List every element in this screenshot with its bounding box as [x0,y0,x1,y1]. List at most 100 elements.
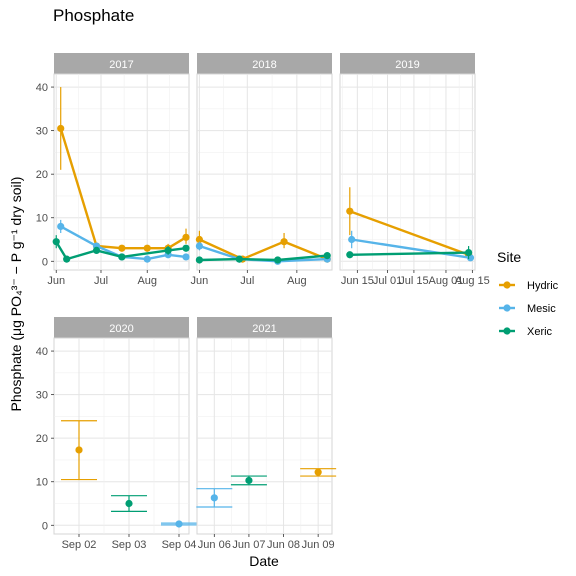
data-point [164,246,172,254]
data-point [118,253,126,261]
data-point [92,246,101,254]
data-point [175,520,183,528]
y-axis-label: Phosphate (μg PO₄³⁻ − P g⁻¹ dry soil) [8,177,24,412]
data-point [57,124,65,133]
x-tick-label: Jun [191,275,209,287]
legend-label: Xeric [527,326,553,338]
data-point [63,255,71,263]
data-point [245,476,253,485]
panel-2020: 2020 Sep 02 Sep 03 Sep 04 0 10 20 30 40 [36,317,197,551]
legend-item-xeric: Xeric [499,326,553,338]
panel-background [196,73,333,271]
x-tick-label: Sep 03 [112,539,147,551]
data-point [143,244,151,252]
data-point [235,255,243,263]
legend: Site Hydric Mesic Xeric [497,249,559,338]
y-tick-label: 20 [36,169,48,181]
series-line [349,251,469,256]
series-hydric [61,420,97,481]
y-tick-label: 10 [36,477,48,489]
x-tick-label: Sep 02 [62,539,97,551]
series-xeric [346,246,473,260]
data-point [125,499,133,508]
y-tick-label: 40 [36,82,48,94]
series-line [199,254,328,262]
panel-strip [340,53,475,74]
data-point [195,242,203,250]
x-tick-label: Aug [287,275,307,287]
x-tick-label: Jun 07 [232,539,265,551]
data-point [348,235,356,244]
x-tick-label: Jun 08 [267,539,300,551]
series-line [349,210,470,256]
x-tick-label: Jul [94,275,108,287]
x-tick-label: Sep 04 [162,539,197,551]
panel-strip [197,53,332,74]
data-point [280,238,288,246]
chart-title: Phosphate [53,6,134,25]
panel-strip-label: 2017 [109,59,133,71]
panel-2021: 2021 Jun 06 Jun 07 Jun 08 Jun 09 [196,317,337,551]
series-hydric [300,468,337,477]
series-line [351,238,471,259]
data-point [464,248,473,257]
x-tick-label: Jun 06 [198,539,231,551]
legend-title: Site [497,249,521,265]
data-point [210,494,218,502]
series-xeric [195,252,331,264]
x-tick-label: Jul [240,275,254,287]
panel-background [196,337,333,535]
x-tick-label: Aug 15 [455,275,490,287]
y-tick-label: 20 [36,433,48,445]
x-tick-label: Aug 01 [429,275,464,287]
panel-strip-label: 2018 [252,59,276,71]
panel-strip-label: 2020 [109,323,133,335]
y-tick-label: 40 [36,346,48,358]
y-tick-label: 10 [36,213,48,225]
panel-background [53,73,190,271]
series-mesic [196,488,233,508]
series-xeric [111,495,147,512]
legend-item-mesic: Mesic [499,303,556,315]
panel-strip [54,53,189,74]
x-tick-label: Jul 01 [373,275,402,287]
panel-background [339,73,476,271]
panel-background [53,337,190,535]
data-point [75,446,83,454]
panel-strip [197,317,332,338]
data-point [52,238,60,246]
x-tick-label: Aug [137,275,157,287]
data-point [182,233,190,241]
legend-key-point [503,327,511,335]
x-tick-label: Jun 09 [302,539,335,551]
y-tick-label: 0 [42,256,48,268]
panel-strip-label: 2019 [395,59,419,71]
legend-label: Mesic [527,303,556,315]
data-point [274,256,282,264]
data-point [118,244,126,252]
panel-2018: 2018 Jun Jul Aug [191,53,333,287]
data-point [143,255,151,263]
data-point [195,256,203,264]
series-line [198,238,328,261]
series-xeric [230,475,267,486]
y-tick-label: 30 [36,390,48,402]
x-tick-label: Jun [47,275,65,287]
y-tick-label: 30 [36,126,48,138]
y-tick-label: 0 [42,520,48,532]
data-point [314,468,322,476]
data-point [57,222,65,231]
data-point [346,207,354,215]
data-point [195,235,203,244]
panel-2017: 2017 Jun Jul Aug 0 10 20 30 40 [36,53,190,287]
panel-strip [54,317,189,338]
series-xeric [52,235,190,263]
legend-key-point [503,281,511,289]
data-point [182,253,190,261]
series-mesic [161,520,197,528]
legend-label: Hydric [527,280,559,292]
x-axis-label: Date [249,553,279,569]
x-tick-label: Jun 15 [341,275,374,287]
